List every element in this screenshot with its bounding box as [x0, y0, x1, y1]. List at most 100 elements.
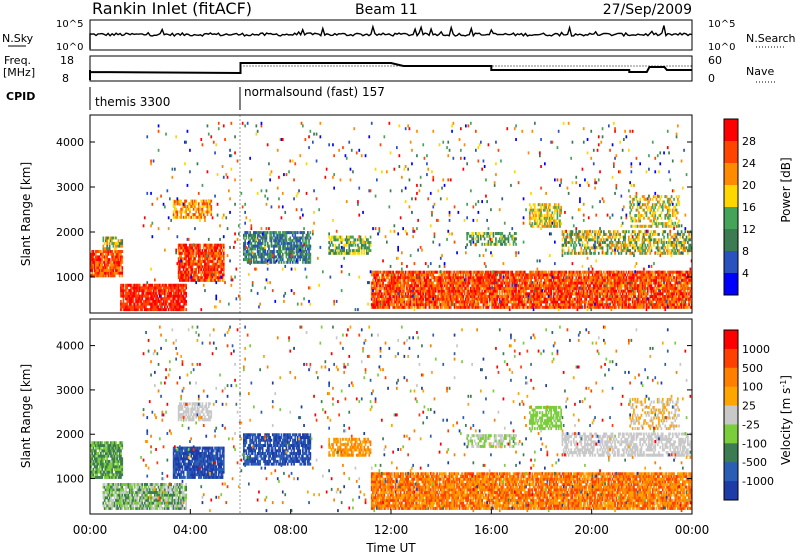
power-cell-136 — [109, 258, 111, 261]
date-title: 27/Sep/2009 — [603, 2, 692, 18]
power-cell-2209 — [404, 287, 406, 290]
power-cell-1774 — [336, 236, 338, 239]
power-cell-4352 — [628, 300, 630, 303]
power-cell-2488 — [432, 273, 434, 276]
power-cell-1210 — [188, 205, 190, 208]
power-cell-1741 — [310, 247, 312, 250]
power-cell-4427 — [636, 282, 638, 285]
power-cell-1541 — [281, 261, 283, 264]
power-cell-705 — [183, 286, 185, 289]
power-cell-526 — [157, 295, 159, 298]
power-cell-2378 — [421, 279, 423, 282]
power-cell-368 — [134, 303, 136, 306]
power-cell-4274 — [619, 292, 621, 295]
power-cell-1227 — [194, 213, 196, 216]
power-cell-1688 — [302, 253, 304, 256]
power-cell-3799 — [569, 298, 571, 301]
power-cell-1234 — [195, 202, 197, 205]
power-cell-2180 — [401, 303, 403, 306]
power-cell-1207 — [188, 216, 190, 219]
power-cell-2258 — [410, 303, 412, 306]
power-cell-2153 — [397, 273, 399, 276]
power-cell-806 — [185, 244, 187, 247]
power-cell-2205 — [404, 300, 406, 303]
power-cell-4192 — [611, 279, 613, 282]
power-cell-2053 — [389, 306, 391, 309]
power-cell-2791 — [464, 284, 466, 287]
power-cell-116 — [106, 266, 108, 269]
power-cell-4644 — [658, 279, 660, 282]
power-cell-2834 — [469, 298, 471, 301]
power-cell-3101 — [495, 276, 497, 279]
power-cell-4865 — [681, 276, 683, 279]
power-cell-1186 — [180, 200, 182, 203]
power-cell-1837 — [355, 252, 357, 255]
power-cell-3106 — [496, 298, 498, 301]
power-cell-2220 — [405, 279, 407, 282]
power-cell-4442 — [637, 273, 639, 276]
power-cell-2678 — [453, 284, 455, 287]
power-cell-210 — [120, 264, 122, 267]
power-cell-2210 — [404, 284, 406, 287]
power-cell-968 — [204, 260, 206, 263]
power-cell-890 — [195, 268, 197, 271]
power-cell-3844 — [573, 271, 575, 274]
power-cell-736 — [179, 268, 181, 271]
power-cell-3742 — [563, 276, 565, 279]
power-cell-2437 — [427, 276, 429, 279]
power-cell-2789 — [464, 290, 466, 293]
power-cell-3952 — [585, 282, 587, 285]
power-cell-4897 — [685, 290, 687, 293]
power-cell-587 — [167, 300, 169, 303]
power-cell-1090 — [217, 268, 219, 271]
power-cell-1259 — [203, 210, 205, 213]
power-cell-497 — [153, 297, 155, 300]
power-cell-714 — [185, 303, 187, 306]
power-cell-310 — [125, 289, 127, 292]
power-cell-1744 — [310, 231, 312, 234]
power-cell-4148 — [607, 300, 609, 303]
power-cell-3613 — [550, 292, 552, 295]
power-cell-297 — [123, 286, 125, 289]
power-cell-947 — [202, 257, 204, 260]
power-cell-3279 — [515, 300, 517, 303]
power-cell-3636 — [553, 295, 555, 298]
power-cell-579 — [165, 308, 167, 311]
power-cell-270 — [121, 245, 123, 248]
power-cell-4921 — [687, 284, 689, 287]
power-cell-4239 — [616, 290, 618, 293]
power-cell-1145 — [223, 273, 225, 276]
power-cell-4055 — [597, 298, 599, 301]
power-cell-2194 — [402, 292, 404, 295]
power-cell-359 — [133, 300, 135, 303]
power-cell-2401 — [424, 276, 426, 279]
power-cell-76 — [100, 261, 102, 264]
power-cell-1413 — [262, 258, 264, 261]
power-cell-892 — [195, 255, 197, 258]
power-cell-164 — [114, 274, 116, 277]
freq-tick-top: 18 — [60, 54, 74, 67]
power-cell-1208 — [188, 213, 190, 216]
power-cell-4918 — [687, 295, 689, 298]
power-cell-1820 — [350, 252, 352, 255]
power-cell-1888 — [370, 249, 372, 252]
power-cell-4588 — [652, 271, 654, 274]
power-cell-2526 — [437, 295, 439, 298]
power-cell-3913 — [580, 273, 582, 276]
power-cell-821 — [188, 271, 190, 274]
power-cell-2966 — [483, 306, 485, 309]
power-cell-548 — [160, 300, 162, 303]
power-cell-1477 — [271, 239, 273, 242]
power-cell-2606 — [445, 273, 447, 276]
power-cell-2001 — [382, 295, 384, 298]
power-cell-3463 — [534, 282, 536, 285]
power-cell-1362 — [254, 253, 256, 256]
power-cell-120 — [106, 255, 108, 258]
power-cell-1983 — [380, 282, 382, 285]
power-cell-4234 — [616, 306, 618, 309]
power-cell-1268 — [205, 200, 207, 203]
power-cell-2171 — [400, 290, 402, 293]
power-cell-2291 — [412, 273, 414, 276]
power-cell-3226 — [509, 284, 511, 287]
power-cell-4801 — [674, 284, 676, 287]
